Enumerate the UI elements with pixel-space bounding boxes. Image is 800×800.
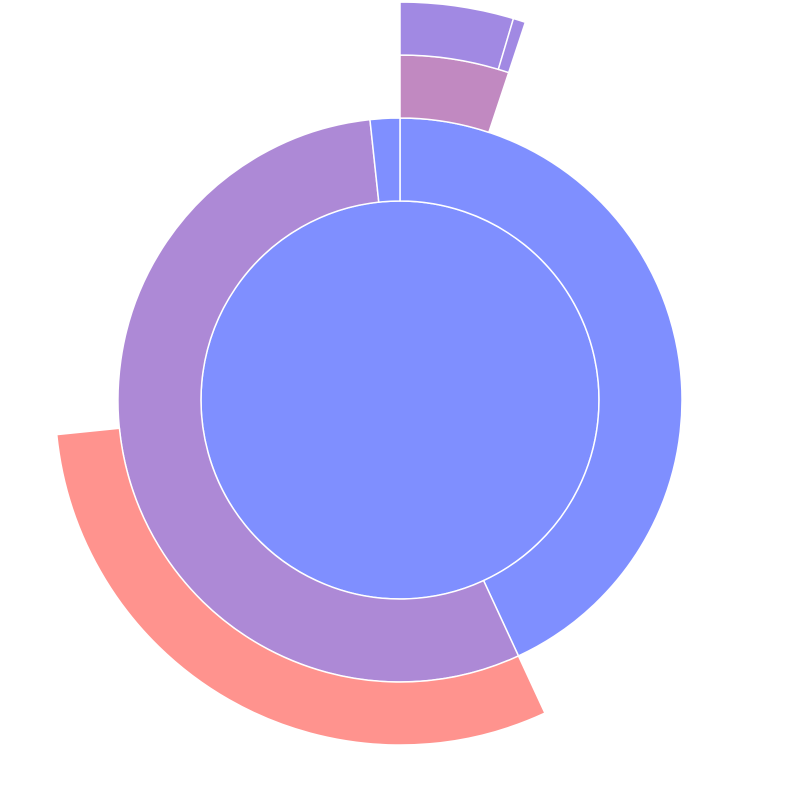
sunburst-arcs: [55, 1, 683, 746]
sunburst-segment-root-1-1-2[interactable]: [497, 17, 527, 74]
sunburst-segment-root-3[interactable]: [369, 117, 401, 203]
sunburst-segment-root-2-1[interactable]: [55, 427, 546, 746]
sunburst-segment-root[interactable]: [200, 200, 600, 600]
sunburst-segment-root-1[interactable]: [399, 117, 683, 657]
